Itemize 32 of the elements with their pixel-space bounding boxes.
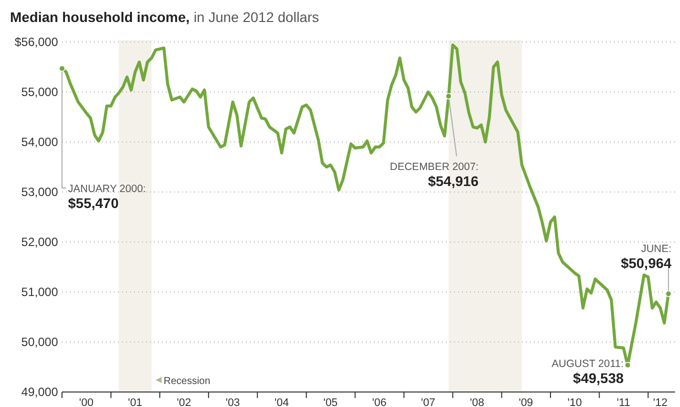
- y-tick-label: $56,000: [14, 35, 58, 49]
- x-tick-label: '03: [226, 397, 240, 407]
- y-tick-label: 49,000: [21, 385, 58, 399]
- x-tick-label: '05: [323, 397, 338, 407]
- y-tick-label: 50,000: [21, 335, 58, 349]
- point: [624, 362, 631, 368]
- chart-title: Median household income,: [10, 9, 190, 25]
- x-tick-label: '00: [79, 397, 94, 407]
- annotation: JUNE: $50,964: [620, 242, 672, 271]
- x-tick-label: '06: [372, 397, 387, 407]
- x-tick-label: '02: [176, 397, 192, 407]
- y-tick-label: 53,000: [21, 185, 58, 199]
- x-tick-label: '07: [420, 397, 436, 407]
- annotation: DECEMBER 2007: $54,916: [390, 161, 479, 190]
- x-tick-label: '01: [128, 397, 142, 407]
- band-label: Recession: [164, 376, 210, 387]
- annotation: JANUARY 2000: $55,470: [68, 183, 146, 211]
- chart-subtitle: in June 2012 dollars: [194, 9, 319, 25]
- annotation: AUGUST 2011: $49,538: [552, 358, 624, 386]
- point: [665, 290, 672, 297]
- x-tick-label: '08: [470, 397, 484, 407]
- y-tick-label: 51,000: [21, 285, 58, 299]
- y-tick-label: 55,000: [21, 85, 58, 99]
- point: [58, 65, 66, 72]
- y-tick-label: 54,000: [21, 135, 58, 149]
- x-tick-label: '10: [568, 397, 582, 407]
- x-tick-label: '09: [518, 397, 534, 407]
- x-tick-label: '11: [616, 397, 630, 407]
- x-tick-label: '04: [274, 397, 289, 407]
- x-tick-label: '12: [653, 397, 668, 407]
- point: [445, 93, 452, 100]
- y-tick-label: 52,000: [21, 235, 58, 249]
